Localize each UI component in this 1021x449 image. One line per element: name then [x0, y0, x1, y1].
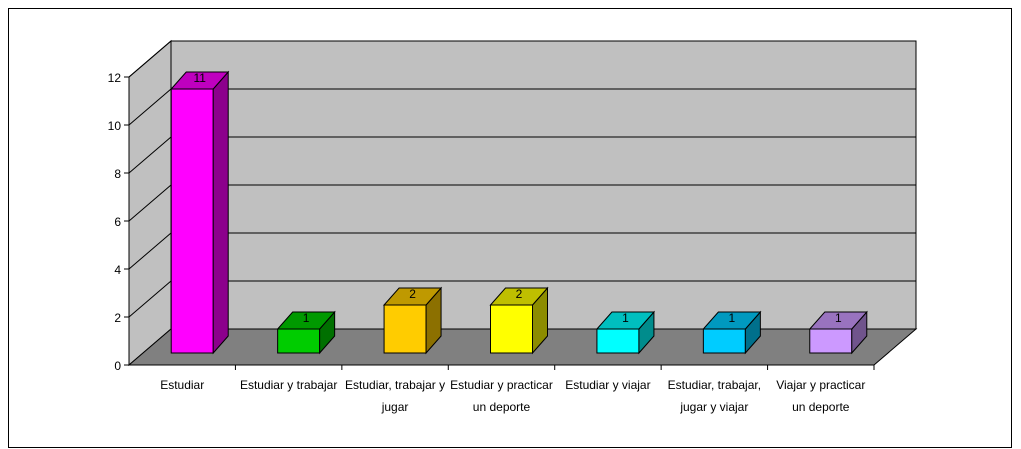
y-tick-label: 4: [114, 263, 121, 277]
bar-top: [382, 287, 443, 306]
x-tick-label: Viajar y practicar: [776, 378, 865, 392]
bar-data-label: 2: [409, 287, 416, 301]
bar-top: [595, 311, 656, 330]
y-tick-label: 10: [108, 119, 122, 133]
bar: [490, 304, 533, 354]
y-tick-label: 6: [114, 215, 121, 229]
x-tick-label: jugar y viajar: [679, 400, 748, 414]
y-tick-label: 12: [108, 71, 122, 85]
bar-data-label: 2: [516, 287, 523, 301]
x-tick-label: un deporte: [473, 400, 531, 414]
x-tick-label: Estudiar: [160, 378, 204, 392]
bar: [809, 328, 853, 354]
x-tick-label: un deporte: [792, 400, 850, 414]
bar-data-label: 1: [622, 311, 629, 325]
bar: [596, 328, 640, 354]
bar-data-label: 11: [193, 71, 206, 85]
x-tick-label: Estudiar, trabajar y: [345, 378, 445, 392]
bar-data-label: 1: [835, 311, 842, 325]
bar-top: [702, 311, 762, 330]
bar: [277, 328, 321, 354]
bar-top: [170, 71, 230, 90]
bar-top: [489, 287, 549, 306]
x-tick-label: jugar: [381, 400, 409, 414]
bar: [383, 304, 427, 354]
chart-frame: 0 2 4 6 8 10 12 11 Estudiar 1 Estudiar y trabajar 2…: [8, 8, 1012, 448]
y-tick-label: 2: [114, 311, 121, 325]
x-tick-label: Estudiar, trabajar,: [668, 378, 761, 392]
y-tick-label: 8: [114, 167, 121, 181]
x-tick-label: Estudiar y viajar: [565, 378, 650, 392]
x-tick-label: Estudiar y practicar: [450, 378, 553, 392]
gridline: [128, 40, 916, 78]
bar: [702, 328, 746, 354]
x-tick-label: Estudiar y trabajar: [240, 378, 337, 392]
bar-data-label: 1: [729, 311, 736, 325]
bar-top: [808, 311, 868, 330]
bar-top: [276, 311, 336, 330]
y-tick-label: 0: [114, 359, 121, 373]
bar-data-label: 1: [303, 311, 310, 325]
bar: [170, 88, 214, 354]
bar-side: [212, 70, 229, 355]
